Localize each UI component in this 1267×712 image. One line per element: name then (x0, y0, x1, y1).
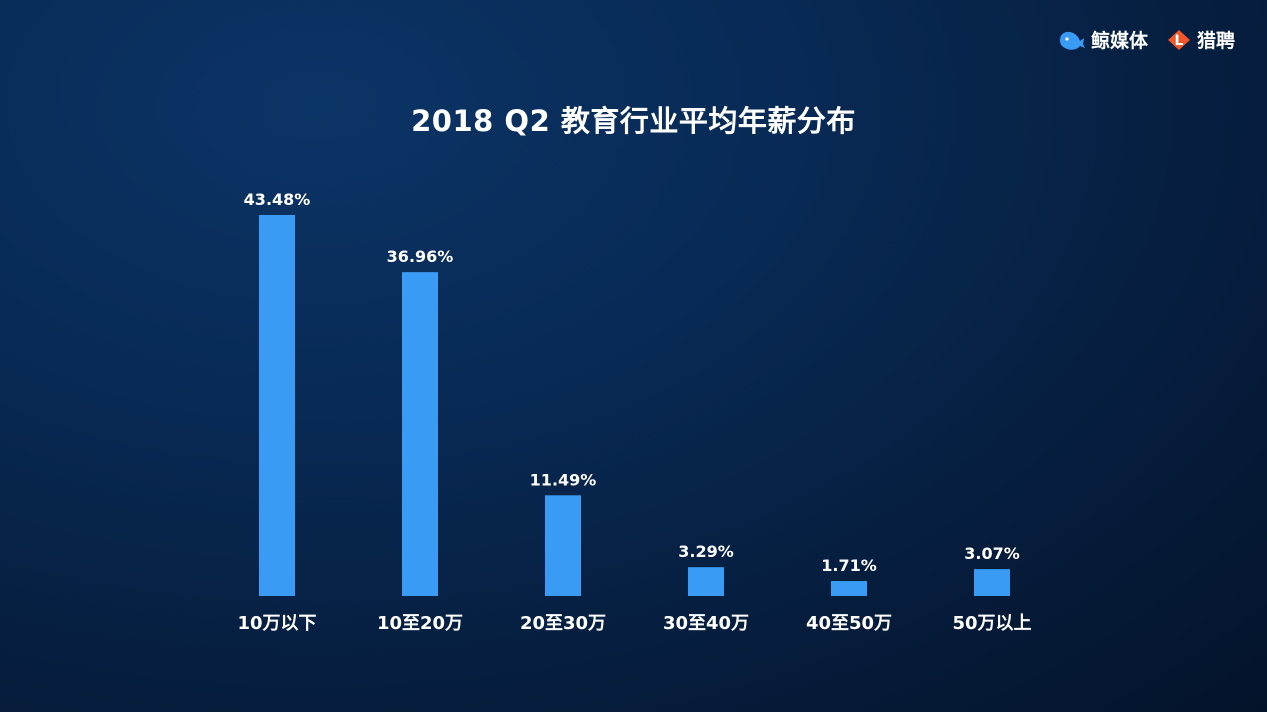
bar-value-label-4: 1.71% (821, 556, 877, 575)
whale-icon (1059, 31, 1085, 50)
liepin-mark-icon: L (1167, 29, 1190, 50)
bar-value-label-5: 3.07% (964, 544, 1020, 563)
jingmeiti-logo: 鲸媒体 (1058, 26, 1148, 53)
bar-value-label-1: 36.96% (387, 247, 454, 266)
x-tick-label-0: 10万以下 (237, 613, 316, 634)
bar-2 (545, 495, 581, 596)
bar-1 (402, 272, 438, 596)
x-tick-label-1: 10至20万 (377, 613, 463, 634)
bar-5 (974, 569, 1010, 596)
chart-title: 2018 Q2 教育行业平均年薪分布 (411, 104, 856, 138)
bar-value-label-0: 43.48% (244, 190, 311, 209)
x-tick-label-4: 40至50万 (806, 613, 892, 634)
liepin-logo-text: 猎聘 (1196, 30, 1235, 52)
liepin-mark-letter: L (1175, 33, 1184, 49)
x-tick-label-3: 30至40万 (663, 613, 749, 634)
bar-3 (688, 567, 724, 596)
x-tick-label-2: 20至30万 (520, 613, 606, 634)
x-tick-label-5: 50万以上 (952, 613, 1031, 634)
bar-value-label-3: 3.29% (678, 542, 734, 561)
liepin-logo: L 猎聘 (1166, 26, 1235, 53)
jingmeiti-logo-text: 鲸媒体 (1090, 30, 1148, 52)
brand-logos: 鲸媒体 L 猎聘 (1058, 26, 1235, 53)
bar-value-label-2: 11.49% (530, 470, 597, 489)
bar-4 (831, 581, 867, 596)
bar-0 (259, 215, 295, 596)
